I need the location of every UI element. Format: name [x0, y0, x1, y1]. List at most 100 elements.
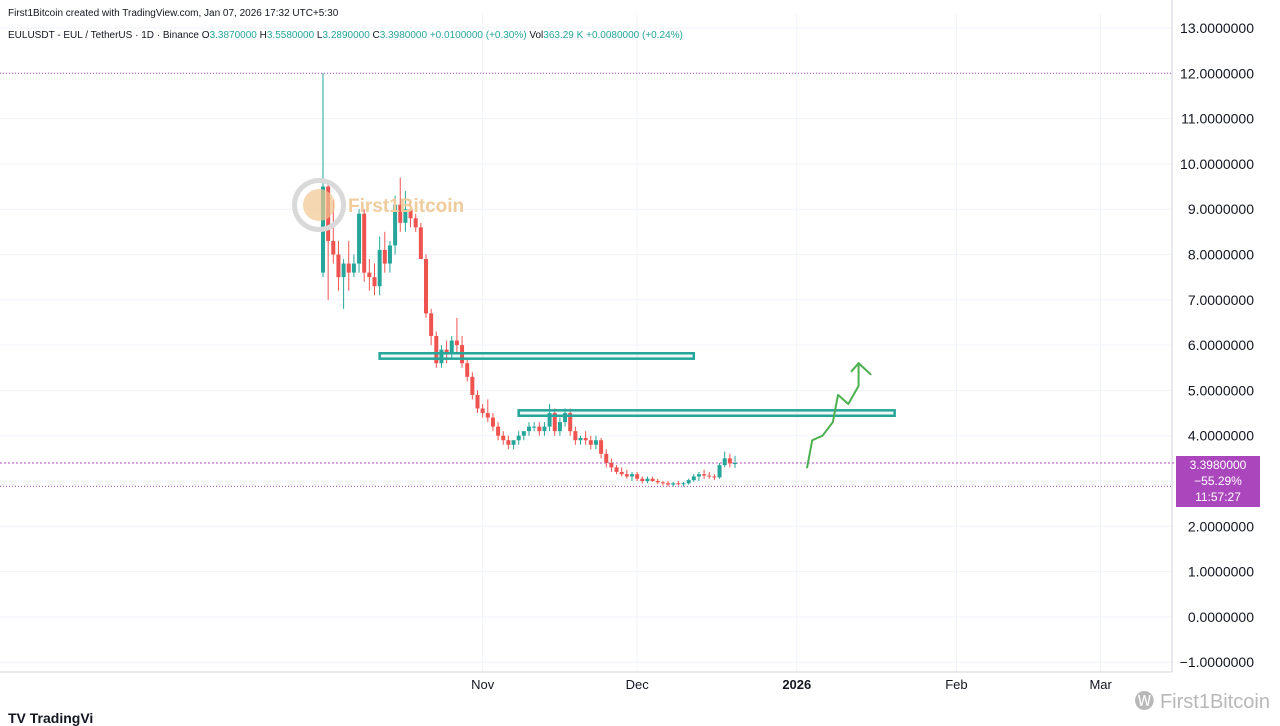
candle-body [408, 209, 413, 219]
candle-body [387, 245, 392, 264]
y-tick-label: 2.0000000 [1188, 518, 1254, 534]
candle-body [660, 482, 665, 484]
y-tick-label: 7.0000000 [1188, 292, 1254, 308]
high-value: 3.5580000 [266, 30, 315, 41]
close-label: C [372, 30, 380, 41]
candle-body [552, 413, 557, 432]
candle-body [501, 435, 506, 441]
candle-body [578, 437, 583, 441]
candle-body [465, 363, 470, 377]
volume-label: Vol [529, 30, 544, 41]
resistance-zone [517, 409, 896, 418]
candle-body [485, 413, 490, 418]
candle-body [645, 478, 650, 481]
candle-body [599, 440, 604, 454]
last-price-value: 3.3980000 [1189, 458, 1247, 472]
watermark-logo-icon [292, 178, 346, 232]
volume-change: +0.0080000 (+0.24%) [586, 30, 683, 41]
y-tick-label: 11.0000000 [1181, 111, 1254, 127]
candle-body [655, 481, 660, 483]
tradingview-logo[interactable]: TV TradingVi [8, 710, 94, 726]
candle-body [480, 408, 485, 414]
high-label: H [259, 30, 267, 41]
y-tick-label: 13.0000000 [1180, 20, 1254, 36]
y-tick-label: 9.0000000 [1188, 201, 1254, 217]
y-tick-label: 4.0000000 [1188, 428, 1254, 444]
volume-value: 363.29 K [543, 30, 584, 41]
y-tick-label: −1.0000000 [1180, 654, 1255, 670]
candle-body [351, 263, 356, 273]
open-value: 3.3870000 [209, 30, 257, 41]
candle-body [609, 462, 614, 468]
candle-body [537, 426, 542, 432]
y-tick-label: 12.0000000 [1180, 65, 1254, 81]
last-price-badge: 3.3980000 −55.29% 11:57:27 [1176, 456, 1260, 507]
candle-body [640, 478, 645, 481]
candle-body [717, 465, 722, 478]
y-tick-label: 8.0000000 [1188, 247, 1254, 263]
candle-body [362, 213, 367, 273]
candle-body [424, 259, 428, 314]
corner-watermark: 🅦 First1Bitcoin [1134, 691, 1270, 713]
close-value: 3.3980000 [379, 30, 428, 41]
candle-body [403, 209, 408, 223]
chart-credit: First1Bitcoin created with TradingView.c… [8, 8, 339, 19]
projection-arrowhead [850, 361, 872, 376]
candle-body [357, 213, 362, 264]
candle-body [676, 483, 681, 485]
change-value: +0.0100000 (+0.30%) [429, 30, 527, 41]
open-label: O [201, 30, 210, 41]
candle-body [346, 263, 351, 273]
y-tick-label: 0.0000000 [1188, 609, 1254, 625]
candle-body [496, 426, 501, 436]
candle-body [614, 467, 619, 472]
y-tick-label: 5.0000000 [1188, 382, 1254, 398]
candle-body [444, 349, 449, 355]
candle-body [398, 204, 403, 223]
candle-body [372, 277, 377, 287]
candle-body [707, 475, 712, 477]
candle-body [666, 483, 671, 485]
candle-body [671, 483, 676, 485]
candle-body [573, 431, 578, 441]
candle-body [454, 340, 459, 346]
candle-body [733, 462, 737, 464]
candle-body [583, 437, 588, 441]
candle-body [691, 476, 696, 481]
candle-body [686, 480, 691, 484]
candle-body [506, 440, 511, 445]
candle-body [516, 435, 521, 441]
candle-body [630, 474, 634, 477]
candle-body [413, 218, 418, 228]
candle-body [336, 254, 341, 278]
y-tick-label: 1.0000000 [1188, 564, 1254, 580]
x-tick-label: Mar [1089, 677, 1112, 692]
bar-countdown: 11:57:27 [1195, 490, 1241, 504]
candle-body [490, 417, 495, 427]
candle-body [434, 336, 439, 364]
x-tick-label: Dec [626, 677, 650, 692]
symbol-description[interactable]: EULUSDT - EUL / TetherUS · 1D · Binance [8, 30, 199, 41]
candle-body [418, 227, 423, 260]
low-value: 3.2890000 [322, 30, 370, 41]
resistance-zone [378, 352, 696, 360]
candle-body [542, 426, 547, 432]
candle-body [511, 440, 516, 445]
x-tick-label: Feb [945, 677, 967, 692]
candle-body [449, 340, 454, 355]
candle-body [470, 376, 475, 395]
ohlc-legend: EULUSDT - EUL / TetherUS · 1D · Binance … [8, 30, 683, 41]
candle-body [527, 426, 531, 432]
candle-body [439, 349, 444, 364]
candle-body [650, 478, 655, 481]
candle-body [604, 453, 609, 463]
watermark-text: First1Bitcoin [348, 196, 465, 217]
projection-arrow [806, 362, 860, 469]
y-tick-label: 10.0000000 [1180, 156, 1254, 172]
candle-body [341, 263, 346, 278]
candle-body [712, 476, 717, 478]
low-label: L [316, 30, 323, 41]
x-tick-label: Nov [471, 677, 495, 692]
candle-body [521, 431, 526, 436]
